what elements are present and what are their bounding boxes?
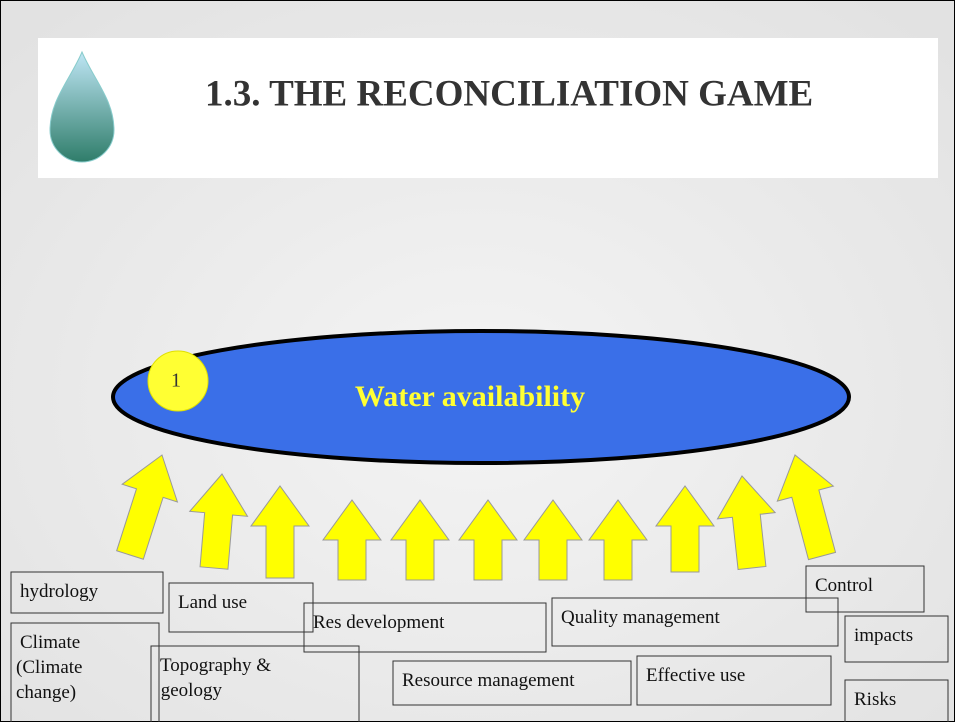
box-label: Risks — [854, 689, 896, 710]
box-label-line: Effective use — [646, 665, 745, 686]
box-label: Land use — [178, 592, 247, 613]
box-label-line: Quality management — [561, 607, 721, 628]
box-label: Quality management — [561, 607, 721, 628]
box-label-line: hydrology — [20, 581, 99, 602]
box-label-line: impacts — [854, 625, 913, 646]
box-label-line: (Climate — [16, 657, 82, 678]
center-number: 1 — [171, 370, 181, 392]
box-label: impacts — [854, 625, 913, 646]
box-label-line: Control — [815, 575, 873, 596]
box-label-line: change) — [16, 682, 76, 703]
center-label: Water availability — [355, 380, 585, 413]
box-label-line: Topography & — [160, 655, 271, 676]
box-label: Resource management — [402, 670, 575, 691]
box-label: hydrology — [20, 581, 99, 602]
box-label-line: Res development — [313, 612, 445, 633]
box-label-line: geology — [156, 680, 222, 701]
box-label: Effective use — [646, 665, 745, 686]
slide: 1.3. THE RECONCILIATION GAME 1 Water ava… — [0, 0, 955, 722]
box-label-line: Resource management — [402, 670, 575, 691]
box-label: Res development — [313, 612, 445, 633]
box-label-line: Risks — [854, 689, 896, 710]
box-label: Climate (Climate change) — [16, 632, 82, 703]
title: 1.3. THE RECONCILIATION GAME — [205, 73, 813, 114]
box-label-line: Climate — [20, 632, 80, 653]
box-label: Control — [815, 575, 873, 596]
box-label-line: Land use — [178, 592, 247, 613]
